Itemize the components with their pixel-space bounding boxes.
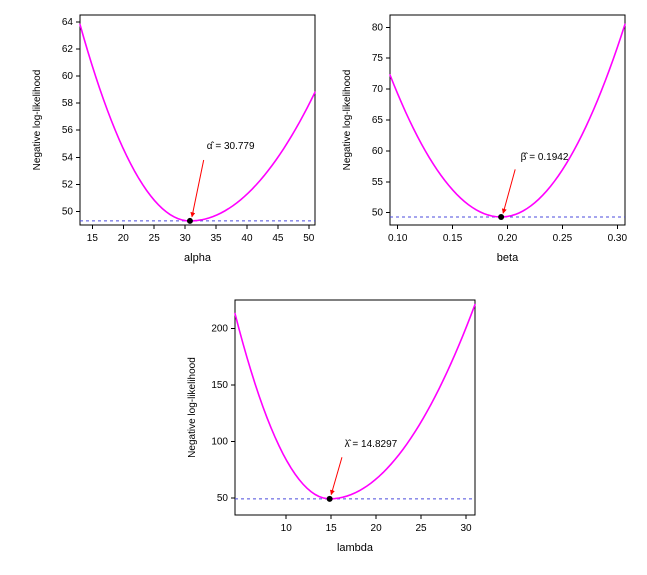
x-tick-label: 45 xyxy=(272,233,284,244)
y-axis-label: Negative log-likelihood xyxy=(32,70,43,171)
annotation-text: λ̂ = 14.8297 xyxy=(345,438,398,450)
plot-frame xyxy=(235,300,475,515)
x-tick-label: 0.30 xyxy=(608,233,628,244)
y-axis-label: Negative log-likelihood xyxy=(187,357,198,458)
x-tick-label: 20 xyxy=(371,523,383,534)
chart-panel-beta: 0.10 0.15 0.20 0.25 0.30 50 55 60 65 70 75 80 beta Ne… xyxy=(335,5,635,270)
y-tick-label: 62 xyxy=(62,44,74,55)
x-tick-label: 0.20 xyxy=(498,233,518,244)
figure-stage: 15 20 25 30 35 40 45 50 50 52 54 56 58 60 62 64 alpha Neg… xyxy=(0,0,647,575)
chart-svg-alpha: 15 20 25 30 35 40 45 50 50 52 54 56 58 60 62 64 alpha Neg… xyxy=(25,5,325,270)
y-tick-label: 60 xyxy=(62,71,74,82)
x-tick-label: 0.25 xyxy=(553,233,573,244)
chart-svg-beta: 0.10 0.15 0.20 0.25 0.30 50 55 60 65 70 75 80 beta Ne… xyxy=(335,5,635,270)
plot-frame xyxy=(80,15,315,225)
x-axis-label: beta xyxy=(497,252,519,264)
nll-curve xyxy=(235,305,475,499)
y-tick-label: 60 xyxy=(372,146,384,157)
minimum-point xyxy=(187,218,193,224)
x-tick-label: 15 xyxy=(87,233,99,244)
nll-curve xyxy=(390,24,625,217)
y-tick-label: 150 xyxy=(211,380,228,391)
x-tick-label: 35 xyxy=(210,233,222,244)
annotation-text: α̂ = 30.779 xyxy=(207,140,255,152)
y-tick-label: 64 xyxy=(62,17,74,28)
y-tick-label: 58 xyxy=(62,98,74,109)
y-tick-label: 70 xyxy=(372,84,384,95)
x-tick-label: 30 xyxy=(460,523,472,534)
minimum-point xyxy=(498,214,504,220)
x-tick-label: 50 xyxy=(303,233,315,244)
y-tick-label: 50 xyxy=(217,493,229,504)
y-tick-label: 52 xyxy=(62,179,74,190)
x-tick-label: 30 xyxy=(180,233,192,244)
chart-svg-lambda: 10 15 20 25 30 50 100 150 200 lambda Negative log-… xyxy=(175,290,485,560)
x-tick-label: 0.15 xyxy=(443,233,463,244)
x-axis-label: lambda xyxy=(337,542,374,554)
x-tick-label: 25 xyxy=(149,233,161,244)
chart-panel-alpha: 15 20 25 30 35 40 45 50 50 52 54 56 58 60 62 64 alpha Neg… xyxy=(25,5,325,270)
y-tick-label: 55 xyxy=(372,177,384,188)
minimum-point xyxy=(327,496,333,502)
y-tick-label: 50 xyxy=(62,206,74,217)
x-tick-label: 20 xyxy=(118,233,130,244)
annotation-arrow xyxy=(331,457,342,494)
y-tick-label: 65 xyxy=(372,115,384,126)
x-tick-label: 40 xyxy=(241,233,253,244)
annotation-arrow xyxy=(503,169,515,213)
x-tick-label: 10 xyxy=(281,523,293,534)
x-axis-label: alpha xyxy=(184,252,212,264)
annotation-arrow xyxy=(192,160,204,217)
y-tick-label: 56 xyxy=(62,125,74,136)
annotation-text: β̂ = 0.1942 xyxy=(521,151,569,163)
chart-panel-lambda: 10 15 20 25 30 50 100 150 200 lambda Negative log-… xyxy=(175,290,485,560)
y-tick-label: 50 xyxy=(372,208,384,219)
y-tick-label: 200 xyxy=(211,323,228,334)
y-tick-label: 80 xyxy=(372,22,384,33)
y-axis-label: Negative log-likelihood xyxy=(342,70,353,171)
x-tick-label: 25 xyxy=(416,523,428,534)
x-tick-label: 15 xyxy=(326,523,338,534)
x-tick-label: 0.10 xyxy=(388,233,408,244)
y-tick-label: 54 xyxy=(62,152,74,163)
y-tick-label: 75 xyxy=(372,53,384,64)
y-tick-label: 100 xyxy=(211,436,228,447)
